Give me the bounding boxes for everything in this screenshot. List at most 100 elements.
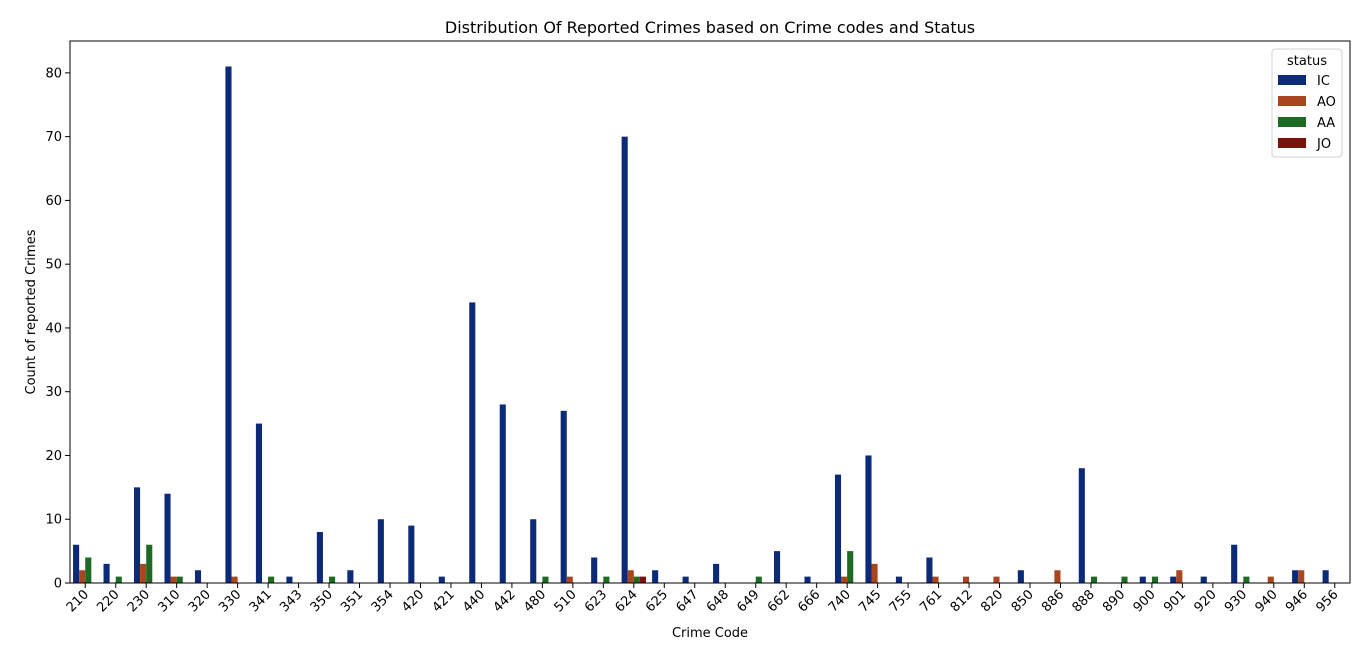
x-tick-label: 350 xyxy=(308,587,336,615)
x-tick-label: 920 xyxy=(1192,587,1220,615)
bar-aa-890 xyxy=(1121,576,1128,583)
bar-ic-956 xyxy=(1322,570,1329,583)
x-tick-label: 624 xyxy=(612,587,640,615)
x-tick-label: 930 xyxy=(1222,587,1250,615)
y-tick-label: 70 xyxy=(45,130,62,145)
bar-ic-421 xyxy=(438,576,445,583)
x-tick-label: 320 xyxy=(186,587,214,615)
bar-ic-341 xyxy=(255,423,262,583)
x-tick-label: 623 xyxy=(582,587,610,615)
bar-ao-310 xyxy=(170,576,177,583)
x-tick-label: 745 xyxy=(856,587,884,615)
bar-aa-230 xyxy=(146,544,153,583)
bar-ic-624 xyxy=(621,136,628,583)
y-axis-ticks: 0 10 20 30 40 50 60 70 80 xyxy=(45,66,70,592)
y-tick-label: 30 xyxy=(45,385,62,400)
bar-ao-330 xyxy=(231,576,238,583)
x-tick-label: 330 xyxy=(216,587,244,615)
bar-ic-623 xyxy=(591,557,598,583)
x-tick-label: 900 xyxy=(1131,587,1159,615)
bar-ic-330 xyxy=(225,66,232,584)
x-tick-label: 901 xyxy=(1161,587,1189,615)
x-tick-label: 354 xyxy=(369,587,397,615)
bar-ao-740 xyxy=(841,576,848,583)
plot-frame xyxy=(69,40,1351,584)
bar-ao-812 xyxy=(962,576,970,583)
x-tick-label: 343 xyxy=(277,587,305,615)
bar-aa-210 xyxy=(85,557,92,583)
bar-ic-230 xyxy=(134,487,141,583)
bar-ic-930 xyxy=(1231,544,1238,583)
bar-ic-648 xyxy=(713,563,720,583)
bar-ic-625 xyxy=(652,570,659,583)
bar-ic-901 xyxy=(1170,576,1177,583)
x-tick-label: 850 xyxy=(1009,587,1037,615)
chart-title: Distribution Of Reported Crimes based on… xyxy=(445,18,975,37)
bar-ic-946 xyxy=(1292,570,1299,583)
legend-label-jo: JO xyxy=(1316,137,1331,152)
x-tick-label: 666 xyxy=(795,587,823,615)
bar-aa-350 xyxy=(329,576,336,583)
x-tick-label: 886 xyxy=(1039,587,1067,615)
x-tick-label: 440 xyxy=(460,587,488,615)
x-tick-label: 649 xyxy=(734,587,762,615)
bar-ao-761 xyxy=(932,576,939,583)
bar-ic-440 xyxy=(469,302,476,583)
x-tick-label: 510 xyxy=(552,587,580,615)
bar-ic-442 xyxy=(499,404,506,583)
bar-ao-940 xyxy=(1267,576,1274,583)
bars-group xyxy=(73,66,1329,584)
bar-jo-624 xyxy=(639,576,646,583)
y-tick-label: 10 xyxy=(45,513,62,528)
x-tick-label: 890 xyxy=(1100,587,1128,615)
bar-ao-820 xyxy=(993,576,1000,583)
x-tick-label: 956 xyxy=(1313,587,1341,615)
bar-ic-220 xyxy=(103,563,110,583)
bar-ic-755 xyxy=(895,576,902,583)
x-tick-label: 662 xyxy=(765,587,793,615)
x-tick-label: 420 xyxy=(399,587,427,615)
bar-ic-343 xyxy=(286,576,293,583)
bar-aa-220 xyxy=(115,576,122,583)
legend-label-ao: AO xyxy=(1317,95,1336,110)
x-tick-label: 820 xyxy=(978,587,1006,615)
bar-ic-480 xyxy=(530,519,537,583)
bar-aa-649 xyxy=(755,576,762,583)
bar-ic-350 xyxy=(316,531,323,583)
bar-ic-310 xyxy=(164,493,171,583)
legend-swatch-aa xyxy=(1278,117,1306,127)
legend: status IC AO AA JO xyxy=(1271,48,1343,158)
x-tick-label: 888 xyxy=(1070,587,1098,615)
y-tick-label: 80 xyxy=(45,66,62,81)
x-tick-label: 761 xyxy=(917,587,945,615)
bar-ao-946 xyxy=(1298,570,1305,583)
x-tick-label: 740 xyxy=(826,587,854,615)
x-tick-label: 648 xyxy=(704,587,732,615)
bar-ic-662 xyxy=(774,551,781,583)
bar-aa-480 xyxy=(542,576,549,583)
x-tick-label: 442 xyxy=(491,587,519,615)
y-tick-label: 20 xyxy=(45,449,62,464)
bar-aa-310 xyxy=(176,576,183,583)
y-axis-label: Count of reported Crimes xyxy=(24,229,39,394)
bar-ic-850 xyxy=(1017,570,1024,583)
bar-ao-624 xyxy=(627,570,634,583)
x-tick-label: 421 xyxy=(430,587,458,615)
legend-swatch-jo xyxy=(1278,138,1306,148)
bar-ao-901 xyxy=(1176,570,1183,583)
y-tick-label: 0 xyxy=(54,577,62,592)
bar-ao-210 xyxy=(79,570,86,583)
x-tick-label: 755 xyxy=(887,587,915,615)
bar-aa-888 xyxy=(1090,576,1098,583)
bar-ic-351 xyxy=(347,570,354,583)
x-tick-label: 480 xyxy=(521,587,549,615)
legend-swatch-ao xyxy=(1278,96,1306,106)
y-tick-label: 40 xyxy=(45,321,62,336)
bar-aa-341 xyxy=(268,576,275,583)
y-tick-label: 50 xyxy=(45,258,62,273)
bar-ic-761 xyxy=(926,557,933,583)
bar-ic-888 xyxy=(1078,468,1085,583)
legend-title: status xyxy=(1287,54,1327,69)
bar-aa-900 xyxy=(1151,576,1158,583)
bar-ic-745 xyxy=(865,455,872,583)
